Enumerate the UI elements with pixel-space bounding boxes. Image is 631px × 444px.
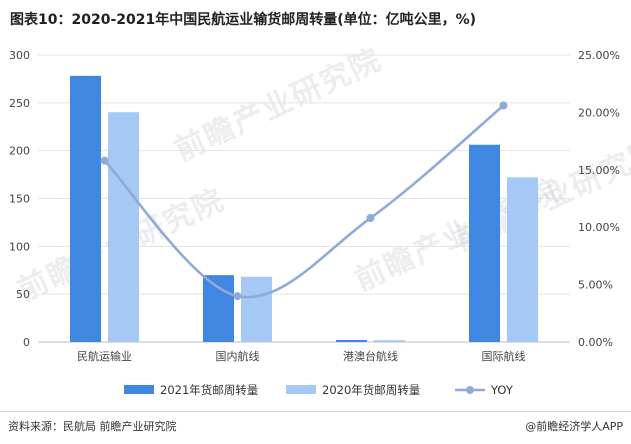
legend-swatch-2021 xyxy=(124,385,154,394)
chart-area: 0 50 100 150 200 250 300 0.00% 5.00% 10.00% 15.00%… xyxy=(9,49,620,397)
yoy-point xyxy=(499,101,508,110)
y2-tick-label: 20.00% xyxy=(578,106,620,119)
y-tick-label: 200 xyxy=(9,145,30,158)
x-tick-label: 港澳台航线 xyxy=(343,349,398,363)
y-tick-label: 150 xyxy=(9,193,30,206)
x-tick-label: 国际航线 xyxy=(482,349,526,363)
source-note: 资料来源：民航局 前瞻产业研究院 xyxy=(8,420,177,433)
bar-2020 xyxy=(507,177,538,342)
yoy-point xyxy=(233,292,242,301)
y-tick-label: 0 xyxy=(23,336,30,349)
bar-2020 xyxy=(374,340,405,342)
x-tick-label: 民航运输业 xyxy=(77,349,132,363)
legend-label-2020: 2020年货邮周转量 xyxy=(322,383,420,397)
x-tick-label: 国内航线 xyxy=(216,349,260,363)
y-tick-label: 250 xyxy=(9,97,30,110)
y2-tick-label: 25.00% xyxy=(578,49,620,62)
y2-tick-label: 10.00% xyxy=(578,221,620,234)
bar-2021 xyxy=(70,75,101,342)
y-tick-label: 300 xyxy=(9,49,30,62)
chart-title: 图表10：2020-2021年中国民航运业输货邮周转量(单位：亿吨公里，%) xyxy=(10,12,477,28)
bar-2021 xyxy=(203,275,234,342)
bar-2020 xyxy=(241,276,272,342)
yoy-line xyxy=(103,104,505,299)
yoy-point xyxy=(366,214,375,223)
y-tick-label: 50 xyxy=(16,288,30,301)
legend-label-yoy: YOY xyxy=(490,383,514,397)
y2-tick-label: 0.00% xyxy=(578,336,613,349)
bar-2020 xyxy=(108,112,139,342)
y2-tick-label: 5.00% xyxy=(578,279,613,292)
bar-2021 xyxy=(469,144,500,342)
legend-label-2021: 2021年货邮周转量 xyxy=(160,383,258,397)
brand-credit: @前瞻经济学人APP xyxy=(525,420,623,433)
y-tick-label: 100 xyxy=(9,240,30,253)
y2-tick-label: 15.00% xyxy=(578,164,620,177)
legend-swatch-yoy-dot xyxy=(466,386,474,394)
legend-swatch-2020 xyxy=(286,385,316,394)
bar-2021 xyxy=(336,339,367,342)
footer-divider xyxy=(0,411,631,412)
yoy-point xyxy=(100,156,109,165)
